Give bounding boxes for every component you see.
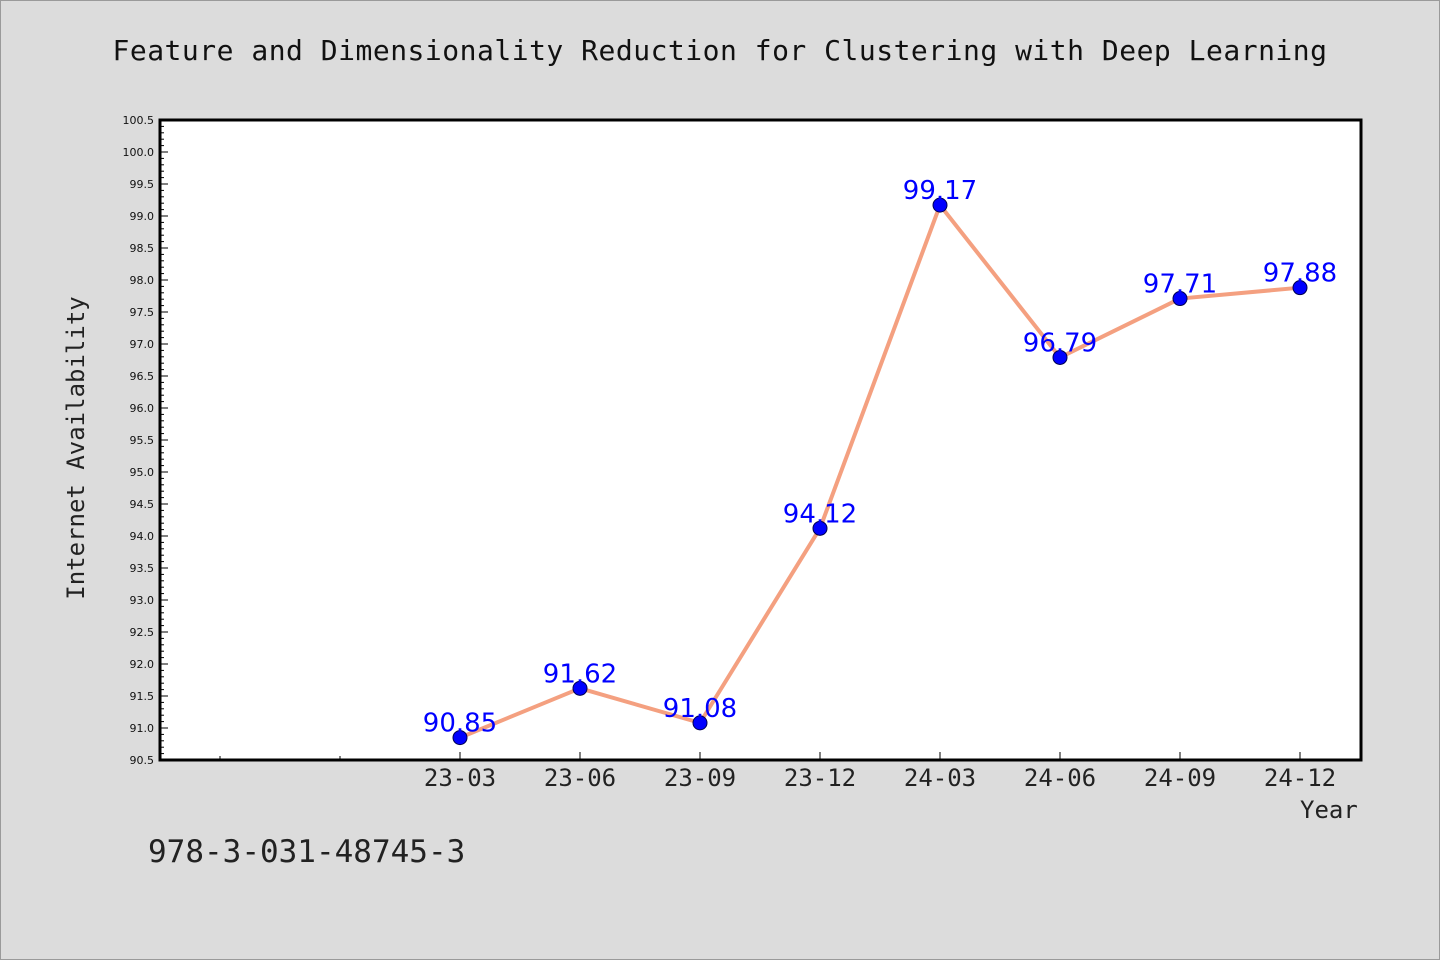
data-point: [1052, 349, 1068, 365]
data-label: 97.88: [1263, 259, 1337, 289]
data-label: 90.85: [423, 709, 497, 739]
y-tick-label: 100.0: [123, 146, 155, 159]
y-tick-label: 97.0: [130, 338, 155, 351]
x-tick-label: 23-06: [544, 764, 616, 792]
y-tick-label: 98.5: [130, 242, 155, 255]
data-point: [812, 520, 828, 536]
data-label: 96.79: [1023, 328, 1097, 358]
data-label: 94.12: [783, 499, 857, 529]
y-tick-label: 90.5: [130, 754, 155, 767]
x-tick-label: 24-03: [904, 764, 976, 792]
data-label: 97.71: [1143, 270, 1217, 300]
y-tick-label: 93.0: [130, 594, 155, 607]
y-tick-label: 96.5: [130, 370, 155, 383]
y-tick-label: 92.5: [130, 626, 155, 639]
data-point: [932, 197, 948, 213]
x-tick-label: 23-09: [664, 764, 736, 792]
y-tick-label: 99.5: [130, 178, 155, 191]
series-line: [458, 203, 1302, 740]
y-tick-label: 91.5: [130, 690, 155, 703]
x-axis-label: Year: [1300, 796, 1358, 824]
y-tick-label: 100.5: [123, 114, 155, 127]
y-tick-label: 99.0: [130, 210, 155, 223]
data-label: 91.08: [663, 694, 737, 724]
x-tick-label: 24-09: [1144, 764, 1216, 792]
y-tick-label: 97.5: [130, 306, 155, 319]
x-tick-label: 24-12: [1264, 764, 1336, 792]
data-point: [1292, 280, 1308, 296]
y-tick-label: 96.0: [130, 402, 155, 415]
x-tick-label: 23-03: [424, 764, 496, 792]
data-label: 99.17: [903, 176, 977, 206]
y-tick-label: 95.5: [130, 434, 155, 447]
y-tick-label: 94.5: [130, 498, 155, 511]
y-tick-label: 93.5: [130, 562, 155, 575]
data-point: [572, 680, 588, 696]
data-point: [1172, 291, 1188, 307]
y-tick-label: 92.0: [130, 658, 155, 671]
data-point: [452, 730, 468, 746]
y-tick-label: 98.0: [130, 274, 155, 287]
isbn-text: 978-3-031-48745-3: [148, 834, 466, 870]
data-label: 91.62: [543, 659, 617, 689]
y-tick-label: 94.0: [130, 530, 155, 543]
y-tick-label: 95.0: [130, 466, 155, 479]
chart-title: Feature and Dimensionality Reduction for…: [112, 34, 1328, 67]
plot-area: [160, 120, 1361, 760]
data-point: [692, 715, 708, 731]
plot-border: [158, 118, 1363, 762]
x-tick-label: 23-12: [784, 764, 856, 792]
y-tick-label: 91.0: [130, 722, 155, 735]
x-tick-label: 24-06: [1024, 764, 1096, 792]
